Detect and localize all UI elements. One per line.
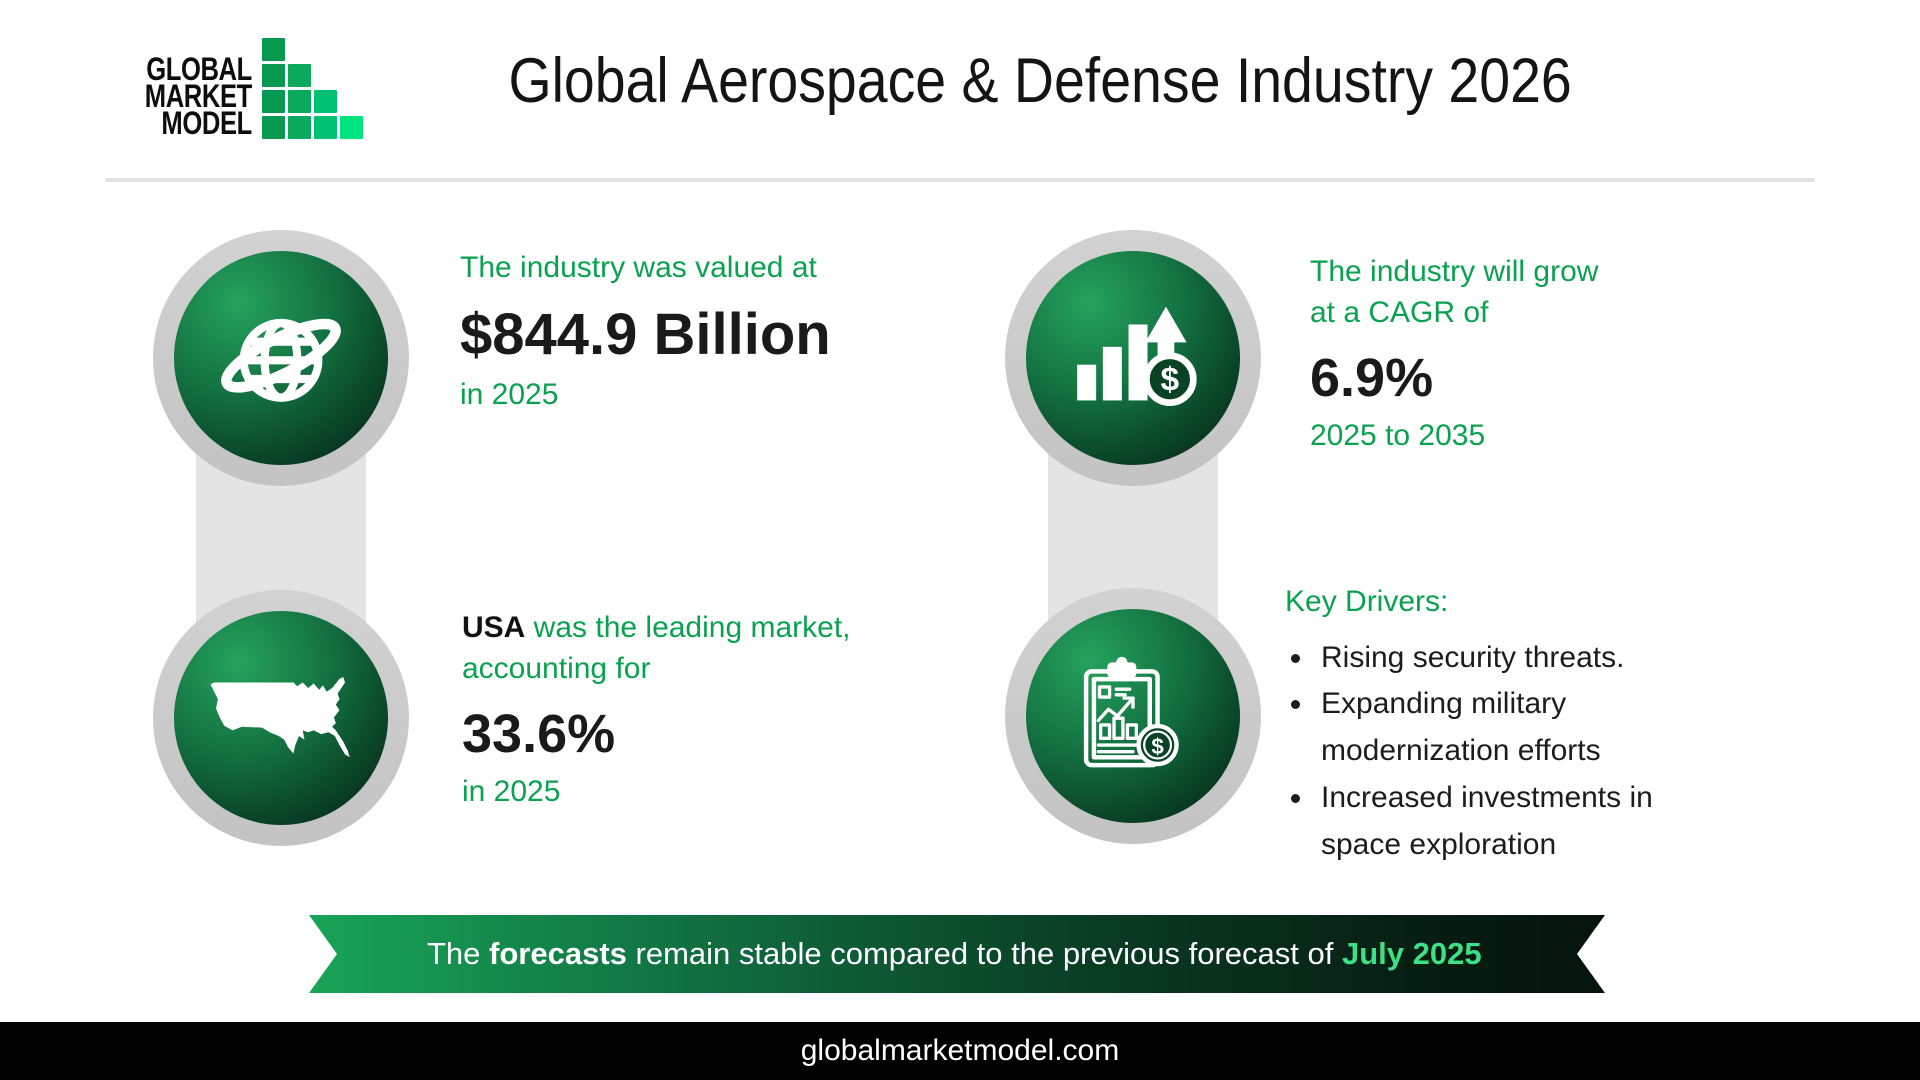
cagr-badge-circle: $ — [1026, 251, 1240, 465]
ribbon-date: July 2025 — [1341, 936, 1482, 971]
key-drivers-heading: Key Drivers: — [1285, 585, 1449, 618]
logo-square — [287, 116, 311, 139]
cagr-badge: $ — [1005, 230, 1261, 486]
leading-market-country: USA — [462, 611, 526, 644]
valuation-badge-circle — [174, 251, 388, 465]
logo-line: MARKET — [144, 78, 252, 115]
svg-text:$: $ — [1151, 734, 1164, 759]
report-clipboard-dollar-icon: $ — [1083, 656, 1179, 768]
driver-item: Expanding military modernization efforts — [1315, 681, 1675, 775]
logo-square — [261, 90, 285, 113]
logo-square — [339, 116, 363, 139]
logo-squares-icon — [261, 38, 363, 139]
website-url: globalmarketmodel.com — [800, 1034, 1120, 1067]
leading-market-value: 33.6% — [462, 704, 616, 764]
page-title: Global Aerospace & Defense Industry 2026 — [508, 46, 1572, 116]
leading-market-lead-rest: was the leading market, — [525, 611, 851, 644]
logo-line: GLOBAL — [146, 51, 252, 88]
brand-logo-text: GLOBAL MARKET MODEL — [144, 51, 252, 142]
cagr-lead-line: at a CAGR of — [1310, 295, 1489, 329]
cagr-period: 2025 to 2035 — [1310, 419, 1486, 452]
ribbon-bold-word: forecasts — [489, 936, 627, 971]
leading-market-period: in 2025 — [462, 775, 561, 808]
svg-text:$: $ — [1161, 361, 1180, 398]
cagr-stat: The industry will grow at a CAGR of 6.9%… — [1310, 252, 1598, 453]
logo-square — [261, 64, 285, 87]
growth-bars-dollar-icon: $ — [1077, 306, 1197, 407]
globe-orbit-icon — [221, 318, 341, 402]
key-drivers-badge-circle: $ — [1026, 609, 1240, 823]
forecast-ribbon: The forecasts remain stable compared to … — [309, 915, 1605, 993]
logo-square — [261, 116, 285, 139]
logo-square — [287, 90, 311, 113]
valuation-value: $844.9 Billion — [460, 301, 831, 367]
valuation-stat: The industry was valued at $844.9 Billio… — [460, 248, 831, 412]
logo-square — [287, 64, 311, 87]
valuation-period: in 2025 — [460, 377, 559, 411]
driver-item: Rising security threats. — [1315, 635, 1675, 682]
leading-market-lead-line2: accounting for — [462, 651, 651, 685]
footer-bar: globalmarketmodel.com — [0, 1022, 1920, 1080]
logo-line: MODEL — [161, 105, 252, 142]
ribbon-prefix: The — [427, 936, 490, 971]
leading-market-stat: USA was the leading market, accounting f… — [462, 608, 1002, 809]
cagr-value: 6.9% — [1310, 348, 1434, 408]
key-drivers-list: Rising security threats. Expanding milit… — [1285, 635, 1675, 869]
header-divider — [105, 178, 1815, 182]
key-drivers-badge: $ — [1005, 588, 1261, 844]
logo-square — [261, 38, 285, 61]
dollar-coin-icon — [1143, 352, 1197, 407]
forecast-ribbon-text: The forecasts remain stable compared to … — [427, 936, 1482, 972]
usa-map-icon — [210, 677, 350, 758]
valuation-lead: The industry was valued at — [460, 251, 817, 284]
key-drivers-section: Key Drivers: Rising security threats. Ex… — [1285, 582, 1715, 868]
valuation-badge — [153, 230, 409, 486]
ribbon-middle: remain stable compared to the previous f… — [626, 936, 1342, 971]
leading-market-badge — [153, 590, 409, 846]
header: Global Aerospace & Defense Industry 2026 — [330, 40, 1750, 122]
leading-market-badge-circle — [174, 611, 388, 825]
cagr-lead-line: The industry will grow — [1310, 255, 1599, 288]
logo-square — [313, 116, 337, 139]
leading-market-lead: USA was the leading market, — [462, 608, 1002, 649]
brand-logo: GLOBAL MARKET MODEL — [118, 38, 363, 139]
logo-square — [313, 90, 337, 113]
driver-item: Increased investments in space explorati… — [1315, 775, 1675, 869]
